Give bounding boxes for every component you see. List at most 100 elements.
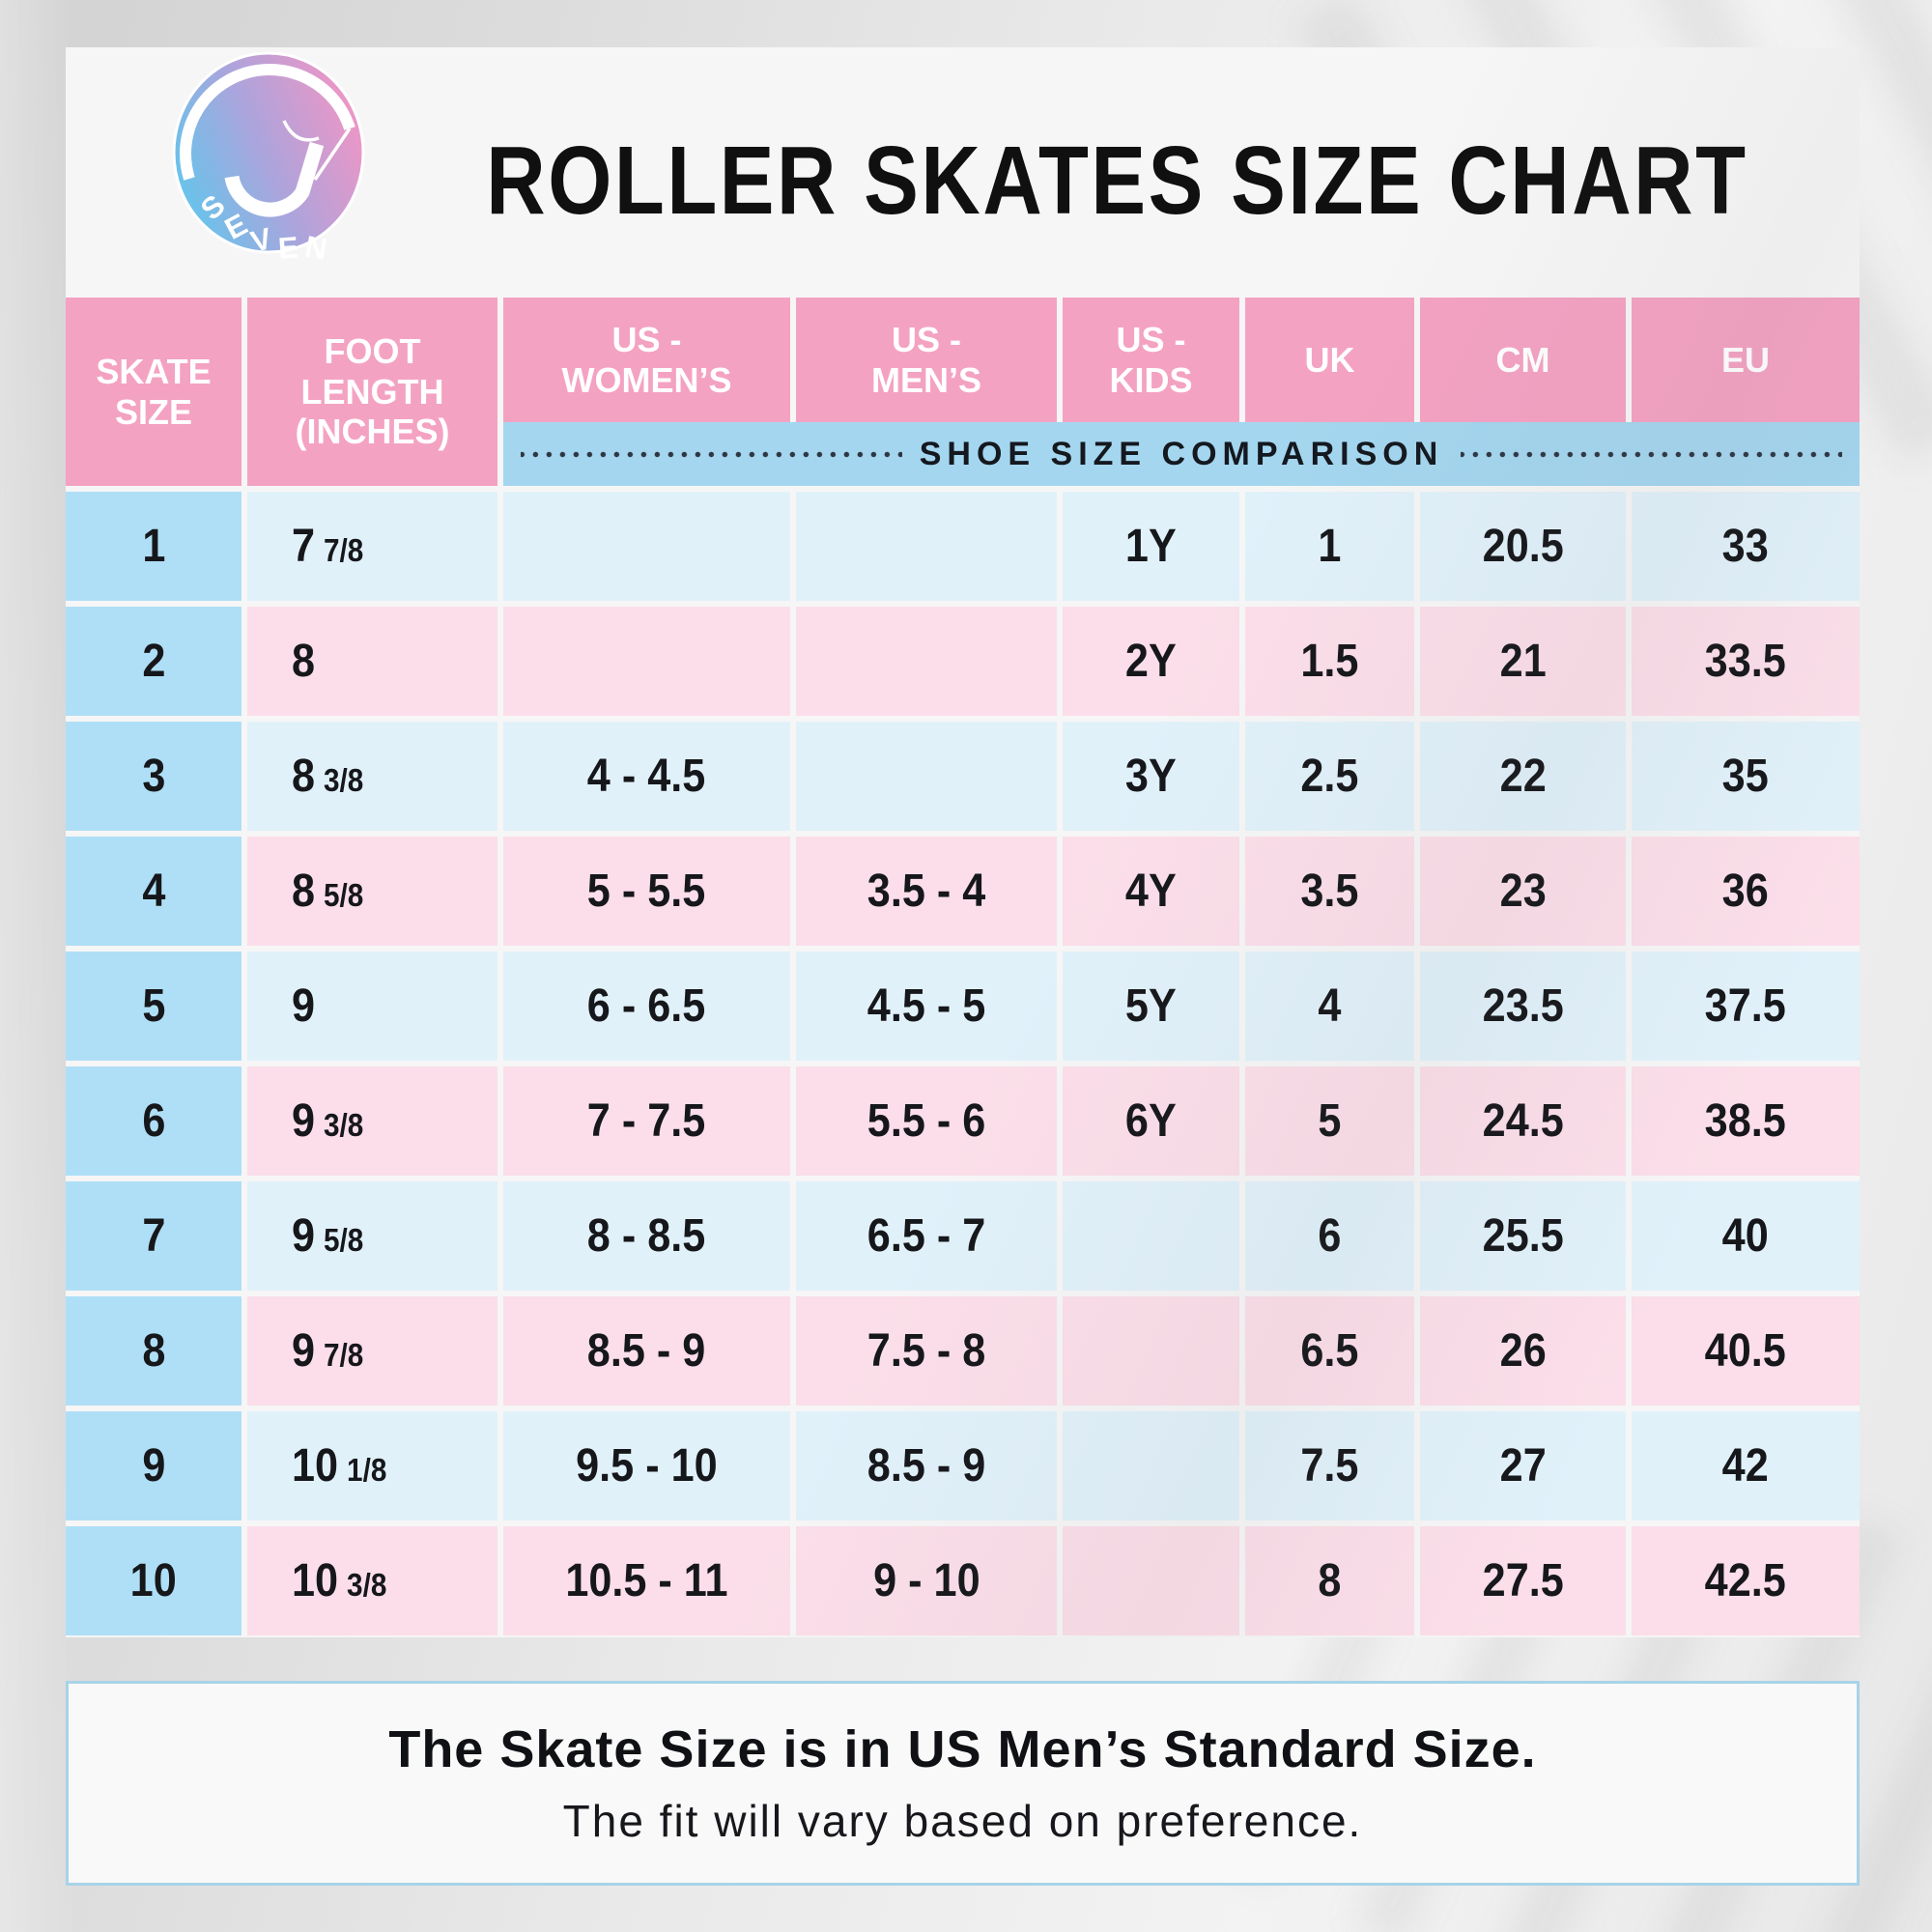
cell-us-womens: 9.5 - 10 — [503, 1411, 790, 1520]
c-seven-logo-icon — [172, 51, 365, 254]
cell-cm: 27.5 — [1420, 1526, 1626, 1635]
cell-us-kids — [1063, 1411, 1239, 1520]
cell-eu: 37.5 — [1632, 952, 1860, 1061]
cell-skate-size: 5 — [66, 952, 242, 1061]
cell-uk: 1.5 — [1245, 607, 1414, 716]
cell-us-kids: 4Y — [1063, 837, 1239, 946]
cell-us-womens — [503, 607, 790, 716]
cell-us-mens: 8.5 - 9 — [796, 1411, 1057, 1520]
cell-us-womens: 10.5 - 11 — [503, 1526, 790, 1635]
column-header-skate-size: SKATE SIZE — [66, 298, 242, 486]
cell-foot-length: 10 3/8 — [247, 1526, 497, 1635]
cell-cm: 21 — [1420, 607, 1626, 716]
comparison-label: SHOE SIZE COMPARISON — [919, 435, 1444, 472]
brand-letter: E — [276, 230, 299, 266]
cell-us-kids — [1063, 1181, 1239, 1291]
cell-us-mens: 3.5 - 4 — [796, 837, 1057, 946]
column-header-us-mens: US - MEN’S — [796, 298, 1057, 422]
cell-skate-size: 7 — [66, 1181, 242, 1291]
cell-skate-size: 2 — [66, 607, 242, 716]
brand-logo-icon: S E V E N — [170, 51, 367, 267]
cell-us-kids — [1063, 1296, 1239, 1406]
column-header-eu: EU — [1632, 298, 1860, 422]
cell-foot-length: 9 5/8 — [247, 1181, 497, 1291]
cell-uk: 1 — [1245, 492, 1414, 601]
table-body: 1 7 7/8 1Y 1 20.5 33 2 8 2Y 1.5 21 33.5 3… — [66, 492, 1860, 1635]
column-header-cm: CM — [1420, 298, 1626, 422]
cell-uk: 6.5 — [1245, 1296, 1414, 1406]
cell-eu: 40 — [1632, 1181, 1860, 1291]
cell-eu: 33 — [1632, 492, 1860, 601]
cell-us-womens: 5 - 5.5 — [503, 837, 790, 946]
cell-skate-size: 4 — [66, 837, 242, 946]
cell-cm: 23 — [1420, 837, 1626, 946]
cell-foot-length: 9 3/8 — [247, 1066, 497, 1176]
brand-letter: N — [302, 229, 330, 267]
cell-foot-length: 8 5/8 — [247, 837, 497, 946]
cell-eu: 40.5 — [1632, 1296, 1860, 1406]
cell-uk: 3.5 — [1245, 837, 1414, 946]
cell-uk: 5 — [1245, 1066, 1414, 1176]
cell-eu: 38.5 — [1632, 1066, 1860, 1176]
cell-eu: 35 — [1632, 722, 1860, 831]
cell-foot-length: 9 — [247, 952, 497, 1061]
cell-eu: 42 — [1632, 1411, 1860, 1520]
cell-us-kids: 3Y — [1063, 722, 1239, 831]
cell-skate-size: 8 — [66, 1296, 242, 1406]
cell-us-kids — [1063, 1526, 1239, 1635]
cell-us-mens: 4.5 - 5 — [796, 952, 1057, 1061]
cell-us-kids: 1Y — [1063, 492, 1239, 601]
table-header: SKATE SIZE FOOT LENGTH (INCHES) US - WOM… — [66, 298, 1860, 486]
cell-uk: 6 — [1245, 1181, 1414, 1291]
cell-foot-length: 8 3/8 — [247, 722, 497, 831]
footer-note-regular: The fit will vary based on preference. — [562, 1796, 1363, 1846]
cell-uk: 2.5 — [1245, 722, 1414, 831]
title-area: ROLLER SKATES SIZE CHART — [375, 132, 1844, 229]
cell-cm: 23.5 — [1420, 952, 1626, 1061]
cell-us-womens: 8 - 8.5 — [503, 1181, 790, 1291]
cell-eu: 42.5 — [1632, 1526, 1860, 1635]
cell-cm: 27 — [1420, 1411, 1626, 1520]
cell-skate-size: 6 — [66, 1066, 242, 1176]
cell-us-womens — [503, 492, 790, 601]
cell-cm: 22 — [1420, 722, 1626, 831]
cell-foot-length: 8 — [247, 607, 497, 716]
size-table: SKATE SIZE FOOT LENGTH (INCHES) US - WOM… — [66, 298, 1860, 1635]
page-title: ROLLER SKATES SIZE CHART — [486, 127, 1748, 235]
column-header-us-womens: US - WOMEN’S — [503, 298, 790, 422]
cell-us-kids: 6Y — [1063, 1066, 1239, 1176]
cell-us-mens — [796, 492, 1057, 601]
cell-foot-length: 10 1/8 — [247, 1411, 497, 1520]
cell-us-mens: 5.5 - 6 — [796, 1066, 1057, 1176]
header-area: S E V E N ROLLER SKATES SIZE CHART — [66, 47, 1860, 298]
cell-foot-length: 9 7/8 — [247, 1296, 497, 1406]
cell-cm: 26 — [1420, 1296, 1626, 1406]
cell-us-womens: 8.5 - 9 — [503, 1296, 790, 1406]
cell-us-mens — [796, 607, 1057, 716]
cell-us-mens — [796, 722, 1057, 831]
cell-us-mens: 9 - 10 — [796, 1526, 1057, 1635]
cell-eu: 33.5 — [1632, 607, 1860, 716]
cell-us-womens: 7 - 7.5 — [503, 1066, 790, 1176]
cell-uk: 7.5 — [1245, 1411, 1414, 1520]
column-header-us-kids: US - KIDS — [1063, 298, 1239, 422]
cell-foot-length: 7 7/8 — [247, 492, 497, 601]
cell-skate-size: 1 — [66, 492, 242, 601]
cell-us-womens: 4 - 4.5 — [503, 722, 790, 831]
cell-skate-size: 3 — [66, 722, 242, 831]
dotted-leader-left — [521, 450, 902, 458]
footer-note-box: The Skate Size is in US Men’s Standard S… — [66, 1681, 1860, 1886]
shoe-size-comparison-strip: SHOE SIZE COMPARISON — [503, 422, 1860, 486]
cell-uk: 8 — [1245, 1526, 1414, 1635]
cell-skate-size: 10 — [66, 1526, 242, 1635]
cell-us-mens: 7.5 - 8 — [796, 1296, 1057, 1406]
cell-us-kids: 5Y — [1063, 952, 1239, 1061]
cell-cm: 25.5 — [1420, 1181, 1626, 1291]
column-header-uk: UK — [1245, 298, 1414, 422]
footer-note-bold: The Skate Size is in US Men’s Standard S… — [388, 1720, 1537, 1778]
cell-us-kids: 2Y — [1063, 607, 1239, 716]
cell-skate-size: 9 — [66, 1411, 242, 1520]
cell-us-womens: 6 - 6.5 — [503, 952, 790, 1061]
chart-card: S E V E N ROLLER SKATES SIZE CHART SKATE… — [66, 47, 1860, 1637]
